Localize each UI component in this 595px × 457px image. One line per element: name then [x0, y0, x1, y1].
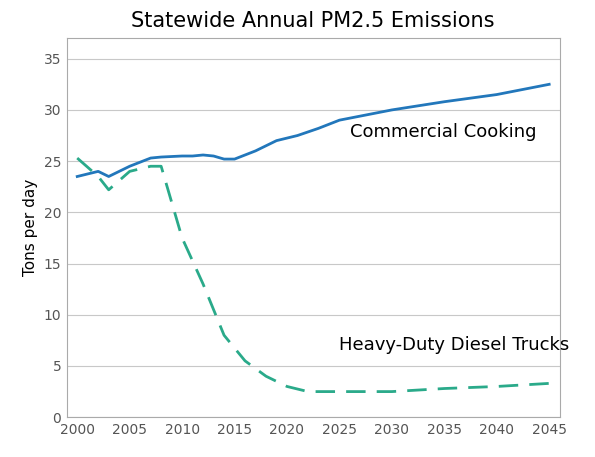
Text: Heavy-Duty Diesel Trucks: Heavy-Duty Diesel Trucks: [339, 336, 569, 354]
Y-axis label: Tons per day: Tons per day: [23, 179, 38, 276]
Text: Commercial Cooking: Commercial Cooking: [350, 122, 537, 141]
Title: Statewide Annual PM2.5 Emissions: Statewide Annual PM2.5 Emissions: [131, 11, 495, 31]
